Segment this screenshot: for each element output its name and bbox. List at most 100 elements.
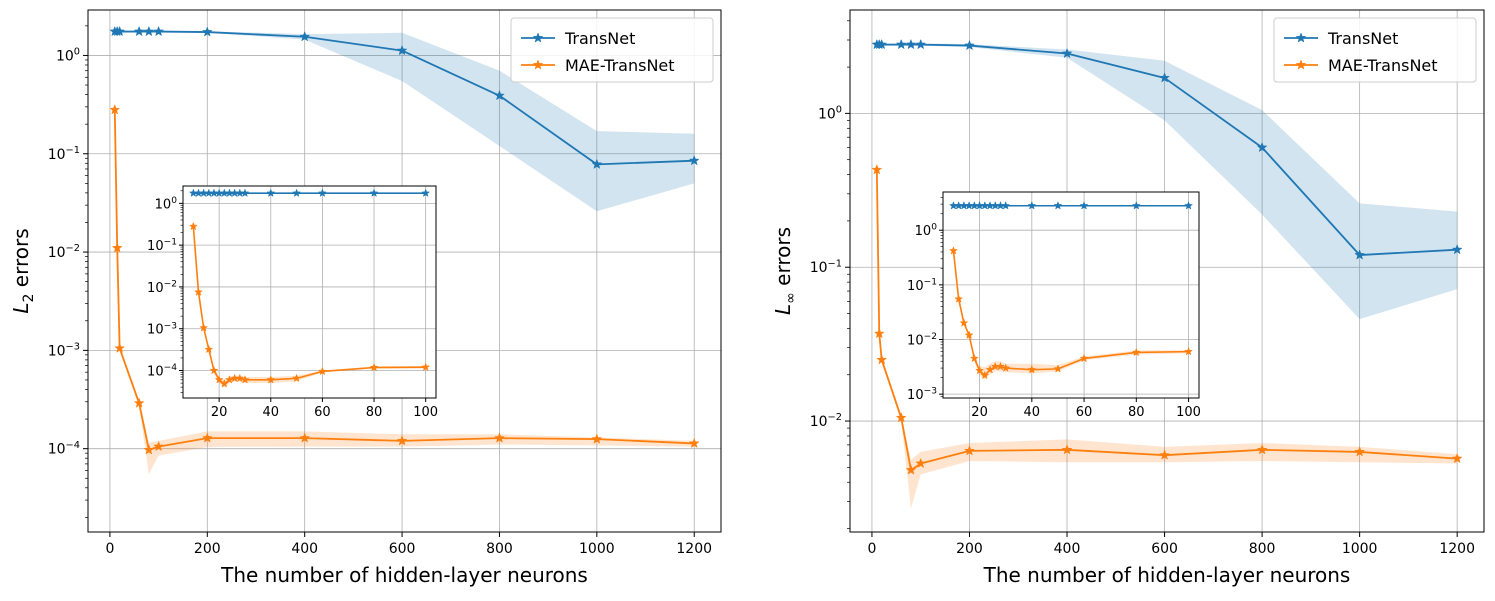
panel2-mae-transnet-point bbox=[1061, 444, 1073, 455]
panel1-y-tick-label: 100 bbox=[56, 47, 80, 65]
panel2-inset-mae-transnet-point bbox=[1079, 353, 1089, 363]
panel2-mae-transnet-point bbox=[876, 354, 888, 365]
panel1-transnet-point bbox=[299, 31, 311, 42]
panel2-inset-mae-transnet-point bbox=[985, 364, 995, 374]
panel2-inset-mae-transnet-point bbox=[1184, 346, 1194, 356]
panel1-mae-transnet-point bbox=[494, 432, 505, 443]
panel1-x-tick-label: 200 bbox=[194, 541, 221, 557]
panel2-inset-mae-transnet-point bbox=[1027, 364, 1037, 374]
panel1-mae-transnet-point bbox=[201, 432, 213, 443]
panel2-mae-transnet-point bbox=[1256, 444, 1268, 455]
panel2-mae-transnet-point bbox=[895, 412, 907, 423]
panel2-transnet-point bbox=[1159, 72, 1170, 83]
panel2-mae-transnet-point bbox=[915, 457, 927, 469]
panel1-mae-transnet-point bbox=[143, 444, 155, 455]
panel2-inset-data bbox=[948, 201, 1194, 380]
panel1-y-tick-label: 10−3 bbox=[48, 341, 80, 359]
panel2-mae-transnet-point bbox=[873, 327, 885, 339]
panel1-inset: 20 40 60 80 100 100 10−1 10−2 10−3 10−4 bbox=[147, 185, 438, 420]
panel1-inset-mae-transnet-point bbox=[209, 365, 219, 375]
panel1-legend-swatch-marker bbox=[532, 59, 544, 70]
panel1-x-tick-label: 1200 bbox=[676, 541, 712, 557]
panel1-inset-data bbox=[188, 188, 431, 388]
panel1-mae-transnet-line bbox=[113, 109, 695, 451]
panel2-inset-mae-transnet-line bbox=[952, 250, 1189, 377]
panel2-transnet-point bbox=[1451, 243, 1463, 255]
panel2-x-tick-label: 200 bbox=[956, 541, 983, 557]
panel2-x-axis-label: The number of hidden-layer neurons bbox=[983, 563, 1351, 587]
panel2-inset-mae-transnet-point bbox=[975, 365, 985, 375]
panel1-inset-x-tick-label: 60 bbox=[314, 405, 331, 420]
panel2-inset-mae-transnet-point bbox=[948, 246, 958, 255]
panel2-transnet-point bbox=[915, 38, 927, 50]
panel2-legend-frame bbox=[1273, 17, 1477, 83]
panel2-inset-frame bbox=[942, 191, 1200, 399]
panel1-inset-mae-transnet-point bbox=[369, 362, 379, 372]
panel2-inset-mae-transnet-point bbox=[980, 370, 990, 380]
panel2-inset-y-tick-label: 10−3 bbox=[907, 387, 937, 403]
panel2-mae-transnet-point bbox=[905, 464, 917, 475]
panel2-inset-y-tick-label: 100 bbox=[915, 223, 938, 239]
panel2-inset-x-tick-label: 20 bbox=[971, 405, 988, 420]
panel2-mae-transnet-point bbox=[1159, 449, 1170, 460]
panel1-y-tick-label: 10−4 bbox=[48, 440, 80, 458]
panel2-y-tick-label: 10−2 bbox=[810, 412, 842, 430]
panel1-mae-transnet-point bbox=[591, 433, 603, 444]
panel2-inset-x-tick-label: 60 bbox=[1076, 405, 1093, 420]
panel1-mae-transnet-point bbox=[688, 437, 700, 449]
panel1-x-tick-label: 800 bbox=[486, 541, 513, 557]
panel1-inset-y-tick-label: 100 bbox=[155, 196, 178, 212]
panel2-legend-entry: MAE-TransNet bbox=[1328, 56, 1438, 75]
panel1-inset-transnet-point bbox=[369, 188, 379, 197]
panel1-inset-mae-transnet-point bbox=[199, 323, 209, 332]
panel2-mae-transnet-point bbox=[871, 164, 883, 175]
panel1-transnet-band bbox=[114, 30, 695, 212]
panel2-y-tick-label: 10−1 bbox=[810, 258, 842, 276]
panel1-transnet-point bbox=[143, 25, 155, 37]
panel1-inset-mae-transnet-point bbox=[204, 344, 214, 354]
panel1-inset-x-tick-label: 100 bbox=[413, 405, 438, 420]
panel1-transnet-point bbox=[201, 26, 213, 37]
panel1-data bbox=[109, 25, 700, 475]
panel1-inset-transnet-point bbox=[240, 188, 250, 197]
panel2-transnet-point bbox=[1061, 47, 1073, 59]
panel2-inset-transnet-point bbox=[1079, 201, 1089, 210]
panel1-inset-transnet-point bbox=[266, 188, 276, 197]
panel2-inset-transnet-point bbox=[1184, 201, 1194, 210]
panel1-inset-mae-transnet-point bbox=[266, 375, 276, 384]
panel2-inset-mae-transnet-point bbox=[954, 294, 964, 303]
panel2-inset-y-tick-label: 10−1 bbox=[907, 277, 937, 293]
panel1-inset-x-tick-label: 40 bbox=[263, 405, 280, 420]
panel2-x-tick-label: 1000 bbox=[1342, 541, 1378, 557]
panel1-inset-mae-transnet-point bbox=[292, 373, 302, 383]
panel1-x-tick-label: 1000 bbox=[579, 541, 615, 557]
panel2-legend: TransNet MAE-TransNet bbox=[1273, 17, 1477, 83]
panel2-x-tick-label: 600 bbox=[1151, 541, 1178, 557]
panel2-inset: 20 40 60 80 100 100 10−1 10−2 10−3 bbox=[907, 191, 1201, 420]
panel1-transnet-point bbox=[494, 89, 505, 101]
panel1-transnet-point bbox=[396, 44, 408, 56]
panel1-inset-x-tick-label: 20 bbox=[211, 405, 228, 420]
panel2-legend-swatch-marker bbox=[1295, 32, 1307, 43]
panel1-inset-y-tick-label: 10−2 bbox=[147, 279, 177, 295]
panel2-legend-swatch-marker bbox=[1295, 59, 1307, 70]
panel1-inset-y-tick-label: 10−4 bbox=[147, 363, 177, 379]
panel2-inset-transnet-point bbox=[1001, 201, 1011, 210]
panel1-legend-swatch-marker bbox=[532, 32, 544, 43]
panel2-inset-transnet-point bbox=[1131, 201, 1141, 210]
panel1-mae-transnet-point bbox=[299, 432, 311, 443]
panel1-transnet-point bbox=[153, 25, 165, 37]
panel1-mae-transnet-point bbox=[396, 435, 408, 446]
panel1-inset-background bbox=[183, 186, 436, 398]
panel2-y-axis-label: L∞ errors bbox=[771, 227, 799, 315]
panel1-legend-entry: MAE-TransNet bbox=[565, 56, 675, 75]
panel1-legend: TransNet MAE-TransNet bbox=[510, 17, 714, 83]
panel1-inset-transnet-point bbox=[317, 188, 327, 197]
panel1-y-axis-label: L2 errors bbox=[9, 228, 37, 313]
panel1-legend-frame bbox=[510, 17, 714, 83]
panel1-inset-mae-transnet-point bbox=[235, 373, 245, 383]
panel2-mae-transnet-point bbox=[1354, 446, 1366, 457]
panel2-inset-transnet-point bbox=[1027, 201, 1037, 210]
